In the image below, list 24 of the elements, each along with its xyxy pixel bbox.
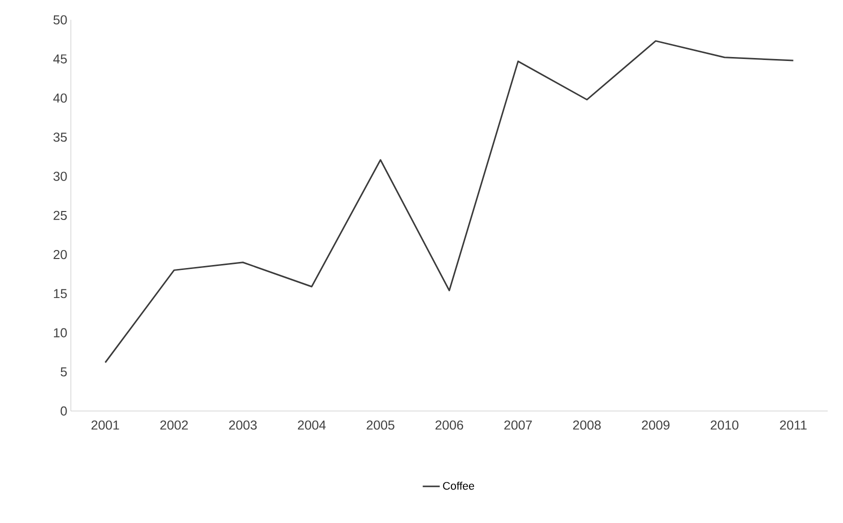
y-tick-label: 0 — [60, 406, 67, 416]
y-tick-label: 20 — [54, 250, 67, 260]
x-tick-label: 2009 — [642, 420, 670, 430]
line-series — [104, 40, 794, 364]
x-tick-label: 2008 — [573, 420, 601, 430]
y-tick-label: 10 — [54, 328, 67, 338]
x-tick-label: 2006 — [436, 420, 464, 430]
x-tick-label: 2002 — [160, 420, 188, 430]
y-tick-label: 35 — [53, 132, 67, 142]
x-tick-label: 2001 — [92, 420, 120, 430]
x-tick-label: 2005 — [366, 420, 394, 430]
x-tick-label: 2010 — [710, 420, 738, 430]
y-tick-label: 5 — [60, 367, 67, 376]
y-tick-label: 40 — [53, 93, 67, 103]
y-tick-label: 25 — [54, 210, 67, 220]
y-tick-label: 15 — [54, 289, 67, 298]
x-tick-label: 2004 — [298, 420, 326, 430]
x-tick-label: 2007 — [504, 420, 532, 430]
x-tick-label: 2011 — [780, 420, 807, 430]
legend-label: Coffee — [443, 482, 474, 490]
y-tick-label: 45 — [53, 54, 67, 64]
x-tick-label: 2003 — [229, 420, 257, 430]
y-tick-label: 30 — [53, 172, 67, 181]
y-tick-label: 50 — [53, 15, 67, 24]
